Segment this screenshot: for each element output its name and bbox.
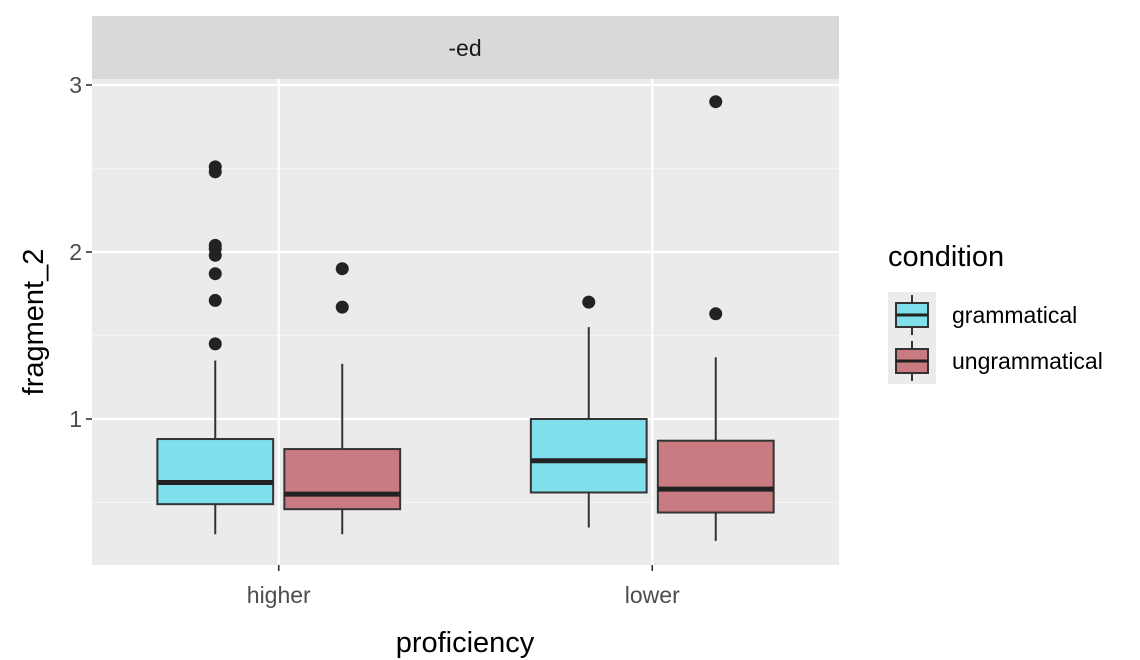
outlier-point: [208, 160, 222, 174]
y-axis: 1 2 3: [69, 72, 92, 432]
box-grammatical-higher: [156, 160, 275, 535]
box-ungrammatical-higher: [283, 262, 402, 535]
y-tick-label: 3: [69, 72, 82, 98]
legend-title: condition: [888, 241, 1004, 273]
legend-item-grammatical: grammatical: [888, 292, 1077, 338]
x-axis-title: proficiency: [396, 627, 535, 659]
outlier-point: [208, 337, 222, 351]
x-tick-label: lower: [625, 582, 680, 608]
x-axis: higher lower: [247, 565, 680, 608]
outlier-point: [709, 95, 723, 109]
y-tick-label: 1: [69, 406, 82, 432]
facet-strip-label: -ed: [448, 35, 481, 61]
y-tick-label: 2: [69, 239, 82, 265]
box-layer: [156, 95, 775, 541]
outlier-point: [208, 267, 222, 281]
outlier-point: [709, 307, 723, 321]
outlier-point: [208, 238, 222, 252]
box-body: [283, 448, 402, 511]
legend-item-ungrammatical: ungrammatical: [888, 338, 1103, 384]
legend-label: ungrammatical: [952, 348, 1103, 374]
box-ungrammatical-lower: [656, 95, 775, 541]
outlier-point: [582, 295, 596, 309]
box-grammatical-lower: [529, 295, 648, 528]
facet-strip: [92, 16, 839, 79]
legend-label: grammatical: [952, 302, 1077, 328]
outlier-point: [335, 300, 349, 314]
x-tick-label: higher: [247, 582, 311, 608]
legend: condition grammatical ungrammatical: [888, 241, 1103, 384]
box-body: [656, 439, 775, 514]
box-body: [156, 438, 275, 506]
outlier-point: [335, 262, 349, 276]
outlier-point: [208, 293, 222, 307]
y-axis-title: fragment_2: [18, 249, 50, 396]
box-body: [529, 418, 648, 494]
